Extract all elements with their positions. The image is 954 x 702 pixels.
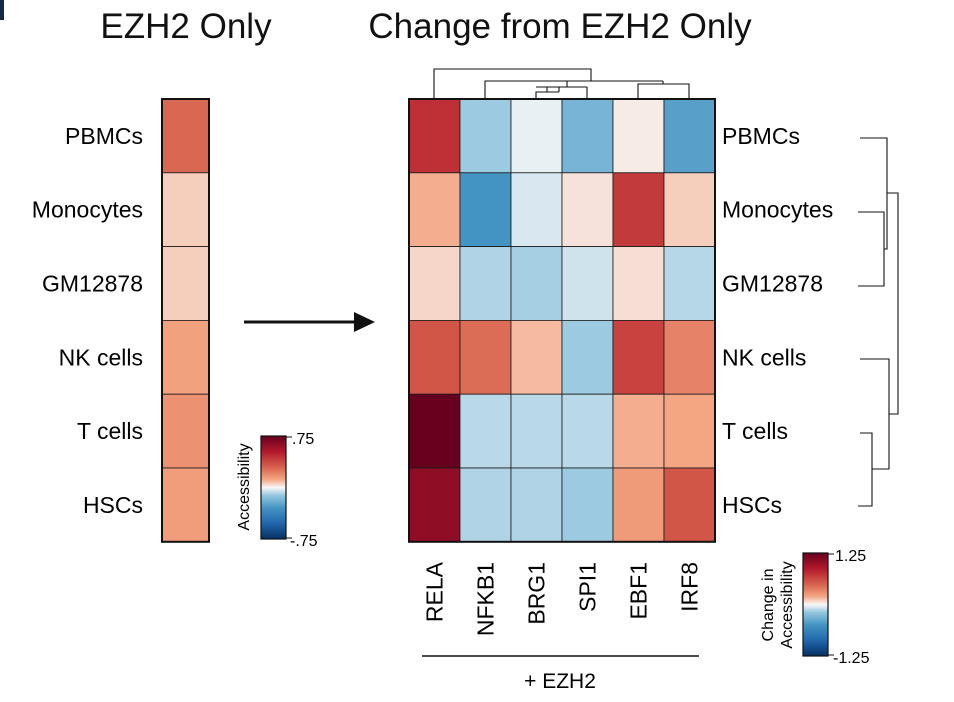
heatmap-cell-t-cells-irf8 xyxy=(663,393,716,469)
heatmap-cell-t-cells-ebf1 xyxy=(612,393,665,469)
column-label-irf8: IRF8 xyxy=(677,562,703,612)
column-label-spi1: SPI1 xyxy=(575,562,601,612)
row-label-left-nk-cells: NK cells xyxy=(59,344,143,370)
row-label-right-pbmcs: PBMCs xyxy=(722,123,800,149)
column-label-brg1: BRG1 xyxy=(524,562,550,625)
heatmap-cell-gm12878-rela xyxy=(408,246,461,321)
row-label-left-pbmcs: PBMCs xyxy=(65,123,143,149)
heatmap-cell-t-cells-rela xyxy=(408,393,461,469)
heatmap-cell-monocytes-spi1 xyxy=(561,172,614,248)
right-row-labels: PBMCs Monocytes GM12878 NK cells T cells HSCs xyxy=(722,123,833,518)
right-panel-title: Change from EZH2 Only xyxy=(368,7,752,46)
heatmap-cell-gm12878-brg1 xyxy=(510,246,563,321)
right-colorbar-min: -1.25 xyxy=(833,650,870,667)
row-dendrogram xyxy=(858,137,899,507)
left-colorbar-max: .75 xyxy=(292,431,314,448)
heatmap-cell-gm12878-irf8 xyxy=(663,246,716,321)
heatmap-cell-gm12878-ebf1 xyxy=(612,246,665,321)
heatmap-cell-nk-cells-irf8 xyxy=(663,319,716,395)
left-panel-title: EZH2 Only xyxy=(100,7,272,46)
heatmap-cell-pbmcs-rela xyxy=(408,98,461,174)
left-colorbar-gradient xyxy=(260,435,287,540)
heatmap-frame xyxy=(408,98,716,543)
slide-edge-marker xyxy=(0,0,4,20)
heatmap-cell-pbmcs-spi1 xyxy=(561,98,614,174)
left-heatmap xyxy=(161,98,210,543)
heatmap-cell-pbmcs-brg1 xyxy=(510,98,563,174)
right-column-labels: RELA NFKB1 BRG1 SPI1 EBF1 IRF8 xyxy=(422,561,703,636)
left-row-labels: PBMCs Monocytes GM12878 NK cells T cells HSCs xyxy=(32,123,143,518)
heatmap-cell-hscs-nfkb1 xyxy=(459,467,512,543)
row-label-right-hscs: HSCs xyxy=(722,492,782,518)
heatmap-cell-nk-cells-rela xyxy=(408,319,461,395)
row-label-left-t-cells: T cells xyxy=(77,418,143,444)
row-label-right-t-cells: T cells xyxy=(722,418,788,444)
transition-arrow xyxy=(244,312,375,332)
heatmap-cell-monocytes-brg1 xyxy=(510,172,563,248)
heatmap-cell-monocytes xyxy=(161,172,210,248)
heatmap-cell-pbmcs xyxy=(161,98,210,174)
heatmap-cell-pbmcs-irf8 xyxy=(663,98,716,174)
left-colorbar: .75 -.75 Accessibility xyxy=(236,431,318,550)
right-colorbar-max: 1.25 xyxy=(835,548,866,565)
heatmap-cell-nk-cells-spi1 xyxy=(561,319,614,395)
heatmap-cell-gm12878 xyxy=(161,246,210,321)
heatmap-cell-hscs-rela xyxy=(408,467,461,543)
column-label-nfkb1: NFKB1 xyxy=(473,562,499,636)
row-label-right-nk-cells: NK cells xyxy=(722,344,806,370)
left-colorbar-label: Accessibility xyxy=(236,443,253,530)
heatmap-cell-monocytes-irf8 xyxy=(663,172,716,248)
heatmap-cell-monocytes-ebf1 xyxy=(612,172,665,248)
heatmap-cell-nk-cells-nfkb1 xyxy=(459,319,512,395)
right-heatmap xyxy=(408,98,716,543)
row-label-left-gm12878: GM12878 xyxy=(42,271,143,297)
heatmap-cell-nk-cells-brg1 xyxy=(510,319,563,395)
heatmap-cell-t-cells-spi1 xyxy=(561,393,614,469)
heatmap-cell-pbmcs-ebf1 xyxy=(612,98,665,174)
heatmap-cell-pbmcs-nfkb1 xyxy=(459,98,512,174)
heatmap-cell-t-cells-nfkb1 xyxy=(459,393,512,469)
row-label-right-gm12878: GM12878 xyxy=(722,271,823,297)
heatmap-frame xyxy=(161,98,210,543)
left-colorbar-min: -.75 xyxy=(290,533,318,550)
heatmap-cell-nk-cells-ebf1 xyxy=(612,319,665,395)
heatmap-cell-hscs xyxy=(161,467,210,543)
column-label-rela: RELA xyxy=(422,561,448,622)
heatmap-cell-hscs-ebf1 xyxy=(612,467,665,543)
heatmap-cell-gm12878-nfkb1 xyxy=(459,246,512,321)
column-group-label: + EZH2 xyxy=(524,670,596,693)
right-colorbar-label-line1: Change in xyxy=(760,569,777,642)
heatmap-cell-nk-cells xyxy=(161,319,210,395)
heatmap-cell-t-cells-brg1 xyxy=(510,393,563,469)
heatmap-cell-hscs-brg1 xyxy=(510,467,563,543)
heatmap-cell-hscs-spi1 xyxy=(561,467,614,543)
heatmap-cell-hscs-irf8 xyxy=(663,467,716,543)
right-colorbar: 1.25 -1.25 Change in Accessibility xyxy=(760,548,870,667)
column-dendrogram xyxy=(433,68,690,99)
heatmap-cell-gm12878-spi1 xyxy=(561,246,614,321)
right-colorbar-label-line2: Accessibility xyxy=(779,561,796,648)
row-label-right-monocytes: Monocytes xyxy=(722,197,833,223)
row-label-left-hscs: HSCs xyxy=(83,492,143,518)
heatmap-cell-monocytes-rela xyxy=(408,172,461,248)
heatmap-cell-monocytes-nfkb1 xyxy=(459,172,512,248)
heatmap-cell-t-cells xyxy=(161,393,210,469)
column-label-ebf1: EBF1 xyxy=(626,562,652,620)
row-label-left-monocytes: Monocytes xyxy=(32,197,143,223)
right-colorbar-gradient xyxy=(802,552,829,657)
